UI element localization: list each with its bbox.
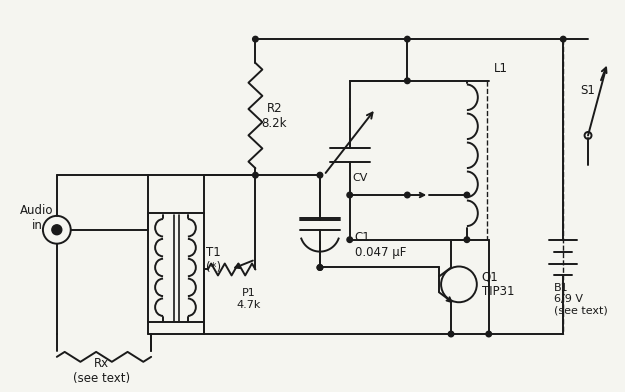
Circle shape (52, 225, 62, 235)
Text: P1
4.7k: P1 4.7k (236, 289, 261, 310)
Text: Audio
in: Audio in (20, 204, 54, 232)
Circle shape (464, 192, 469, 198)
Circle shape (448, 331, 454, 337)
Circle shape (404, 78, 410, 83)
Circle shape (347, 192, 352, 198)
Text: T1
(*): T1 (*) (206, 245, 221, 274)
Circle shape (317, 265, 322, 270)
Circle shape (317, 172, 322, 178)
Text: S1: S1 (580, 84, 595, 97)
Circle shape (486, 331, 491, 337)
Circle shape (404, 192, 410, 198)
Text: L1: L1 (494, 62, 508, 75)
Circle shape (253, 172, 258, 178)
Circle shape (561, 36, 566, 42)
Circle shape (464, 237, 469, 243)
Text: Q1
TIP31: Q1 TIP31 (482, 270, 514, 298)
Text: Rx
(see text): Rx (see text) (73, 357, 130, 385)
Text: C1
0.047 μF: C1 0.047 μF (355, 230, 406, 259)
Text: R2
8.2k: R2 8.2k (261, 102, 287, 130)
Text: B1
6/9 V
(see text): B1 6/9 V (see text) (554, 283, 608, 316)
Circle shape (253, 36, 258, 42)
Circle shape (347, 237, 352, 243)
Text: CV: CV (352, 173, 367, 183)
Circle shape (317, 265, 322, 270)
Circle shape (404, 36, 410, 42)
